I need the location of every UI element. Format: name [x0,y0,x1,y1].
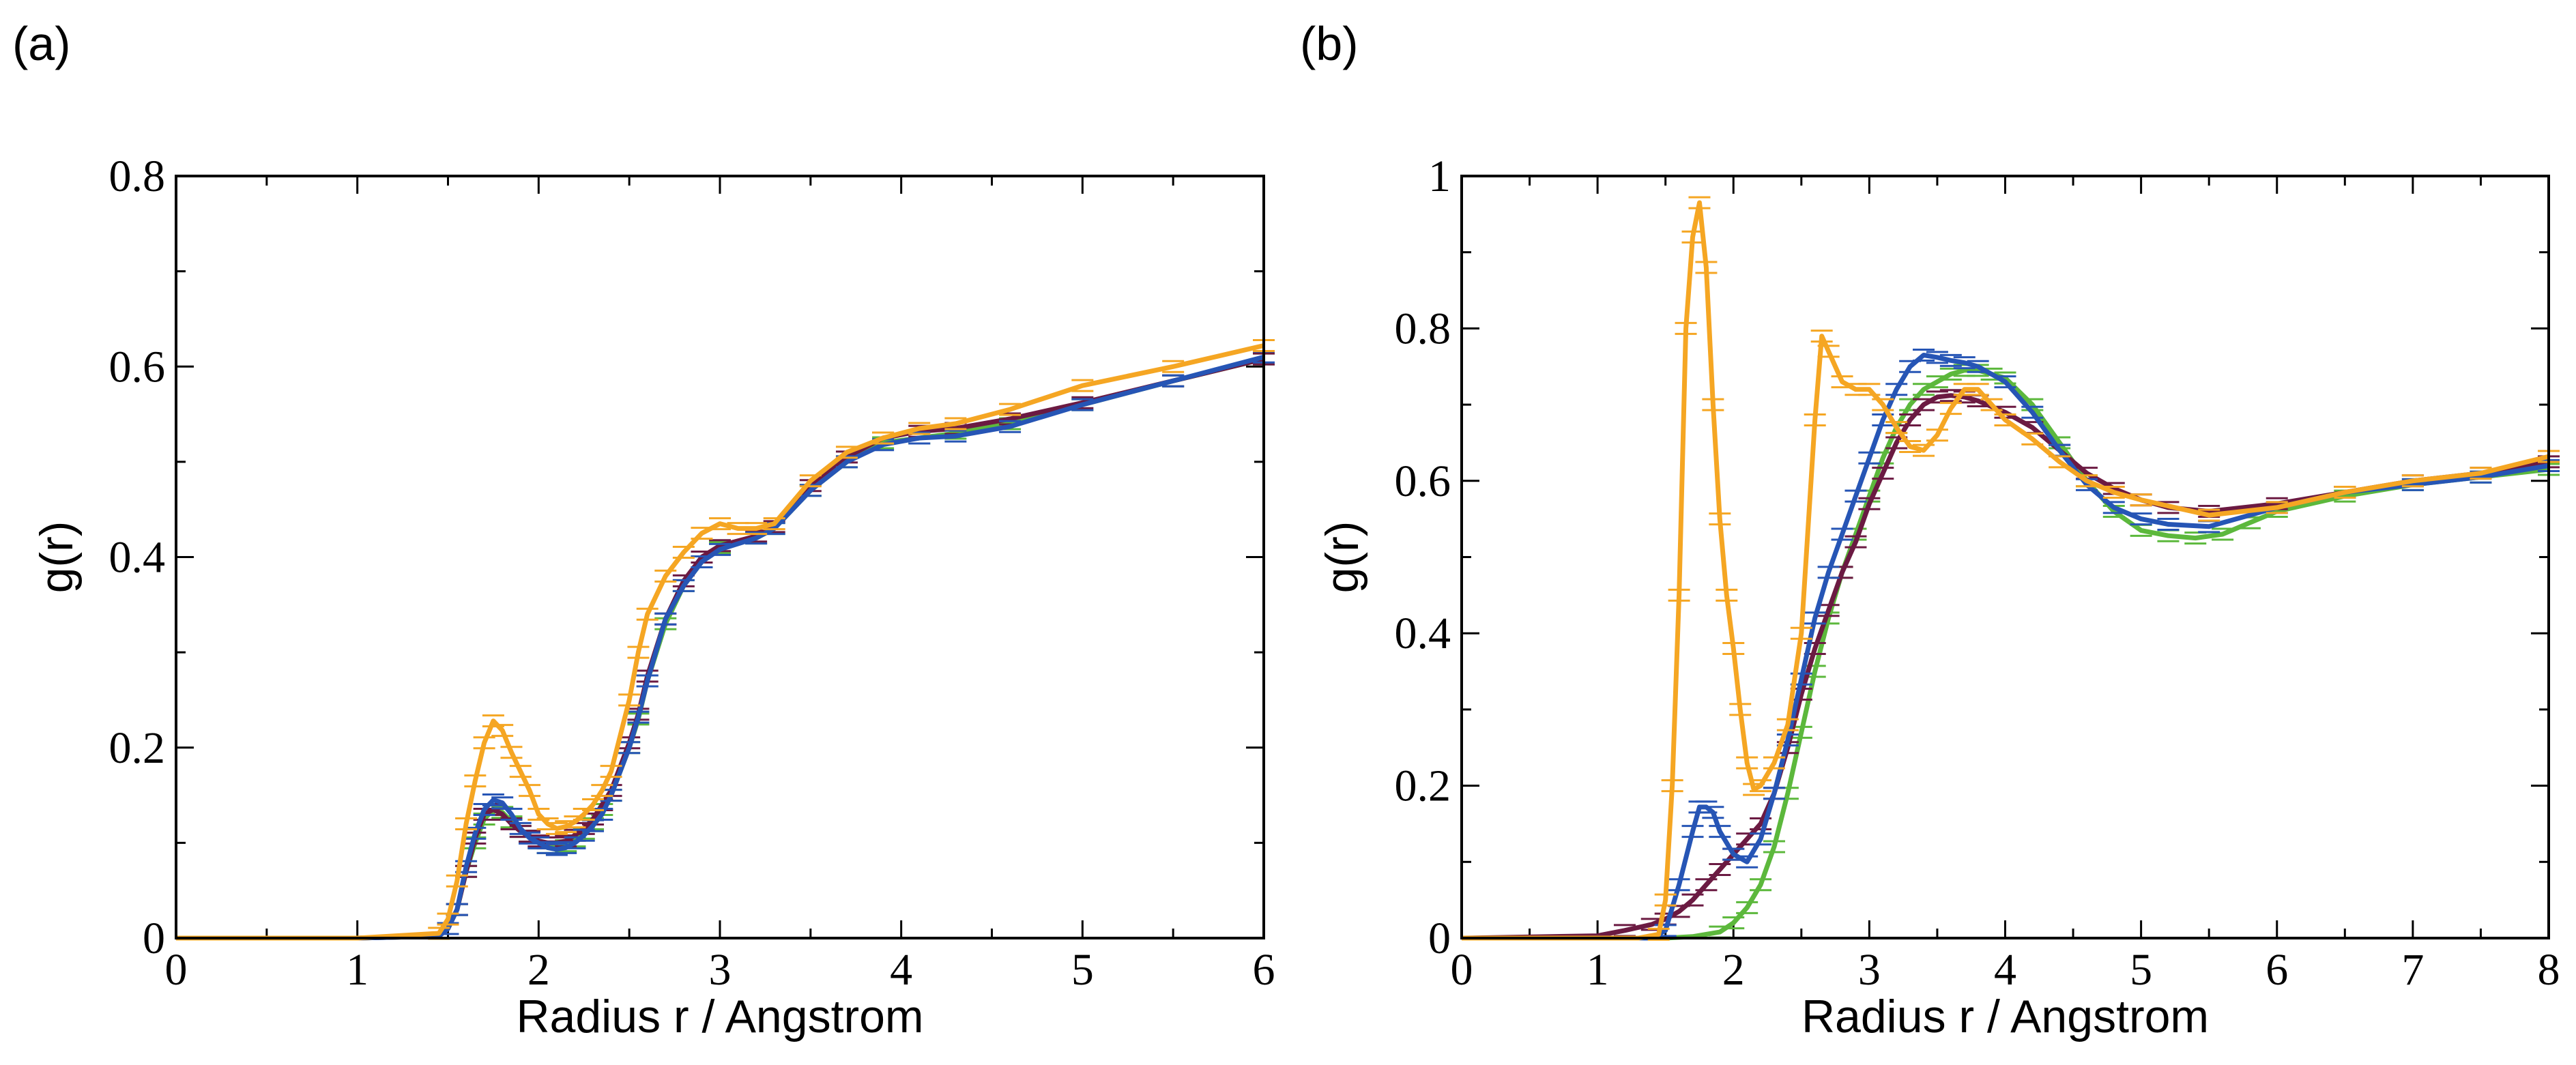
series-line [1462,368,2549,941]
x-tick-label: 7 [2401,945,2424,995]
plot-frame-a [175,175,1265,939]
series-b [1461,196,2560,941]
series-line [176,343,1264,941]
series-line [1462,353,2549,941]
series-line [176,356,1264,941]
series-maroon-a [176,352,1275,941]
x-axis-label-b: Radius r / Angstrom [1801,991,2209,1042]
x-tick-label: 4 [1994,945,2016,995]
series-line [1461,393,2549,941]
y-tick-label: 0.4 [109,533,166,583]
y-tick-label: 0 [1428,914,1451,963]
x-tick-label: 3 [709,945,732,995]
x-tick-label: 1 [1587,945,1609,995]
x-tick-label: 6 [1253,945,1275,995]
ticks-a: 0 1 2 3 4 5 6 0 0.2 0.4 0.6 0.8 [109,151,1275,995]
y-tick-label: 0.2 [1395,761,1451,811]
x-tick-label: 1 [346,945,368,995]
y-tick-label: 1 [1428,151,1451,201]
x-tick-label: 8 [2538,945,2560,995]
y-tick-label: 0.2 [109,723,166,773]
x-tick-label: 5 [2130,945,2152,995]
series-blue-b [1462,348,2560,941]
y-tick-label: 0 [143,914,165,963]
series-orange-b [1462,196,2560,941]
series-line [1462,200,2549,941]
y-axis-label-a: g(r) [31,521,83,594]
plot-frame-b [1460,175,2550,939]
series-blue-a [176,350,1275,941]
y-tick-label: 0.8 [1395,304,1451,353]
y-tick-label: 0.8 [109,151,166,201]
x-tick-label: 3 [1858,945,1881,995]
x-tick-label: 2 [1722,945,1745,995]
series-green-b [1462,364,2560,941]
x-tick-label: 6 [2266,945,2288,995]
x-tick-label: 4 [890,945,912,995]
x-tick-label: 2 [527,945,550,995]
y-tick-label: 0.6 [109,342,166,392]
series-maroon-b [1461,389,2560,941]
x-axis-label-a: Radius r / Angstrom [516,991,923,1042]
x-tick-label: 5 [1071,945,1094,995]
series-line [176,354,1264,941]
y-tick-label: 0.6 [1395,456,1451,506]
panel-a: (a) 0 1 2 3 4 5 6 0 0.2 0.4 0.6 0.8 Radius r / Angs… [12,17,1275,1042]
series-a [176,339,1275,941]
x-tick-label: 0 [165,945,188,995]
x-tick-label: 0 [1451,945,1473,995]
series-orange-a [176,339,1275,941]
y-tick-label: 0.4 [1395,609,1451,658]
panel-b: (b) 0 1 2 3 4 5 6 7 8 0 0.2 0.4 0.6 0.8 1 Radius r / A… [1300,17,2560,1042]
y-axis-label-b: g(r) [1316,521,1368,594]
panel-label-a: (a) [12,17,71,70]
series-green-a [176,352,1275,941]
series-line [176,356,1264,941]
panel-label-b: (b) [1300,17,1359,70]
ticks-b: 0 1 2 3 4 5 6 7 8 0 0.2 0.4 0.6 0.8 1 [1395,151,2560,995]
